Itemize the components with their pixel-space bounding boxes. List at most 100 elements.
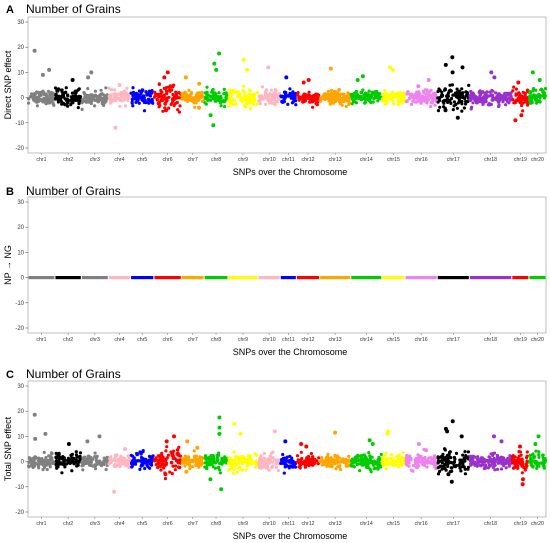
snp-point — [229, 464, 233, 468]
snp-point — [541, 91, 546, 95]
snp-band-line — [228, 275, 258, 280]
snp-point — [176, 108, 180, 112]
snp-point — [298, 466, 302, 470]
snp-point — [407, 464, 411, 468]
snp-point — [240, 99, 244, 103]
snp-point — [86, 96, 90, 100]
snp-point — [154, 463, 158, 467]
snp-point — [466, 467, 470, 471]
snp-point — [123, 90, 127, 94]
snp-point — [77, 459, 81, 463]
snp-point — [41, 468, 45, 472]
snp-point — [354, 460, 358, 464]
snp-point — [93, 467, 98, 471]
snp-point — [339, 467, 343, 472]
snp-point — [448, 83, 452, 87]
snp-point — [172, 103, 176, 108]
snp-point — [63, 103, 67, 107]
snp-highlight-point — [66, 442, 71, 446]
snp-highlight-point — [299, 442, 304, 446]
snp-point — [35, 100, 40, 104]
snp-point — [59, 97, 63, 101]
y-tick-label: 10 — [17, 70, 24, 76]
snp-highlight-point — [284, 75, 289, 80]
snp-point — [462, 106, 466, 110]
snp-point — [444, 458, 448, 462]
snp-point — [227, 456, 231, 460]
snp-point — [244, 468, 248, 472]
x-tick-label: chr16 — [415, 157, 428, 163]
snp-point — [324, 97, 328, 101]
snp-point — [342, 99, 346, 103]
snp-point — [107, 462, 111, 466]
chromosome-band-chr16 — [404, 88, 439, 109]
snp-point — [486, 466, 490, 470]
snp-point — [288, 454, 292, 458]
snp-point — [273, 102, 277, 106]
snp-point — [281, 452, 285, 457]
snp-point — [177, 110, 181, 114]
chromosome-band-chr19 — [510, 450, 530, 475]
snp-highlight-point — [530, 70, 535, 75]
snp-point — [393, 92, 397, 96]
snp-highlight-point — [40, 72, 45, 77]
snp-highlight-point — [370, 442, 375, 446]
snp-point — [102, 460, 106, 464]
snp-highlight-point — [172, 434, 176, 439]
chromosome-band-chr8 — [203, 85, 229, 109]
snp-band-line — [81, 275, 108, 280]
snp-point — [291, 465, 295, 469]
snp-point — [377, 465, 381, 469]
snp-point — [53, 86, 58, 90]
snp-point — [43, 465, 47, 469]
x-tick-label: chr3 — [90, 337, 100, 343]
y-tick-label: -20 — [15, 510, 24, 516]
snp-point — [271, 450, 275, 454]
snp-highlight-point — [197, 81, 202, 86]
snp-point — [69, 459, 73, 463]
chromosome-band-chr19 — [511, 85, 530, 113]
chromosome-band-chr12 — [295, 90, 321, 109]
snp-point — [231, 458, 235, 463]
snp-highlight-point — [328, 66, 333, 71]
snp-band-line — [437, 275, 469, 280]
snp-highlight-point — [518, 444, 522, 449]
snp-point — [94, 457, 98, 461]
snp-point — [476, 455, 480, 459]
snp-point — [519, 453, 523, 457]
snp-point — [252, 461, 256, 465]
x-tick-label: chr17 — [447, 337, 460, 343]
snp-point — [207, 461, 212, 465]
snp-point — [433, 98, 437, 102]
snp-point — [206, 98, 210, 102]
snp-highlight-point — [450, 70, 455, 75]
snp-point — [358, 469, 362, 473]
snp-point — [290, 101, 295, 105]
snp-point — [455, 87, 459, 91]
snp-point — [337, 88, 341, 92]
chromosome-band-chr5 — [129, 86, 155, 113]
snp-point — [57, 456, 62, 460]
snp-point — [387, 97, 391, 101]
snp-point — [44, 96, 48, 100]
snp-point — [226, 104, 231, 108]
snp-point — [368, 468, 372, 472]
snp-point — [538, 100, 542, 104]
snp-point — [310, 97, 314, 101]
snp-point — [142, 98, 146, 102]
snp-point — [83, 95, 87, 100]
snp-point — [294, 103, 298, 107]
snp-point — [316, 462, 320, 466]
snp-point — [534, 88, 538, 92]
snp-point — [487, 463, 491, 467]
snp-point — [189, 91, 194, 95]
snp-point — [197, 465, 201, 469]
snp-point — [137, 89, 141, 93]
snp-point — [182, 97, 187, 101]
snp-point — [372, 463, 376, 467]
snp-point — [164, 449, 168, 453]
snp-point — [279, 94, 283, 98]
y-tick-label: 30 — [17, 20, 24, 26]
y-tick-label: 0 — [21, 460, 25, 466]
snp-point — [39, 93, 43, 97]
